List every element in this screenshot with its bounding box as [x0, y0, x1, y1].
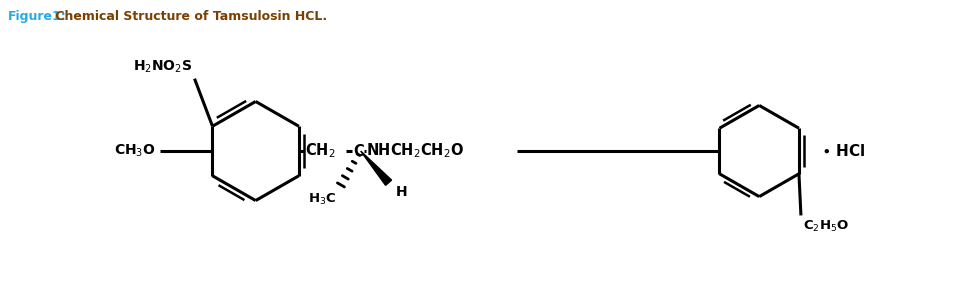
- Text: Figure1:: Figure1:: [9, 10, 67, 23]
- Text: H$_2$NO$_2$S: H$_2$NO$_2$S: [133, 58, 192, 75]
- Text: H$_3$C: H$_3$C: [308, 192, 336, 207]
- Polygon shape: [361, 151, 392, 185]
- Text: $\bullet$ HCl: $\bullet$ HCl: [821, 143, 865, 159]
- Text: NHCH$_2$CH$_2$O: NHCH$_2$CH$_2$O: [365, 142, 464, 160]
- Text: C$_2$H$_5$O: C$_2$H$_5$O: [803, 218, 850, 233]
- Text: CH$_2$: CH$_2$: [305, 142, 335, 160]
- Text: CH$_3$O: CH$_3$O: [114, 143, 156, 159]
- Text: Chemical Structure of Tamsulosin HCL.: Chemical Structure of Tamsulosin HCL.: [52, 10, 328, 23]
- Text: H: H: [396, 185, 407, 199]
- Text: C: C: [354, 144, 364, 159]
